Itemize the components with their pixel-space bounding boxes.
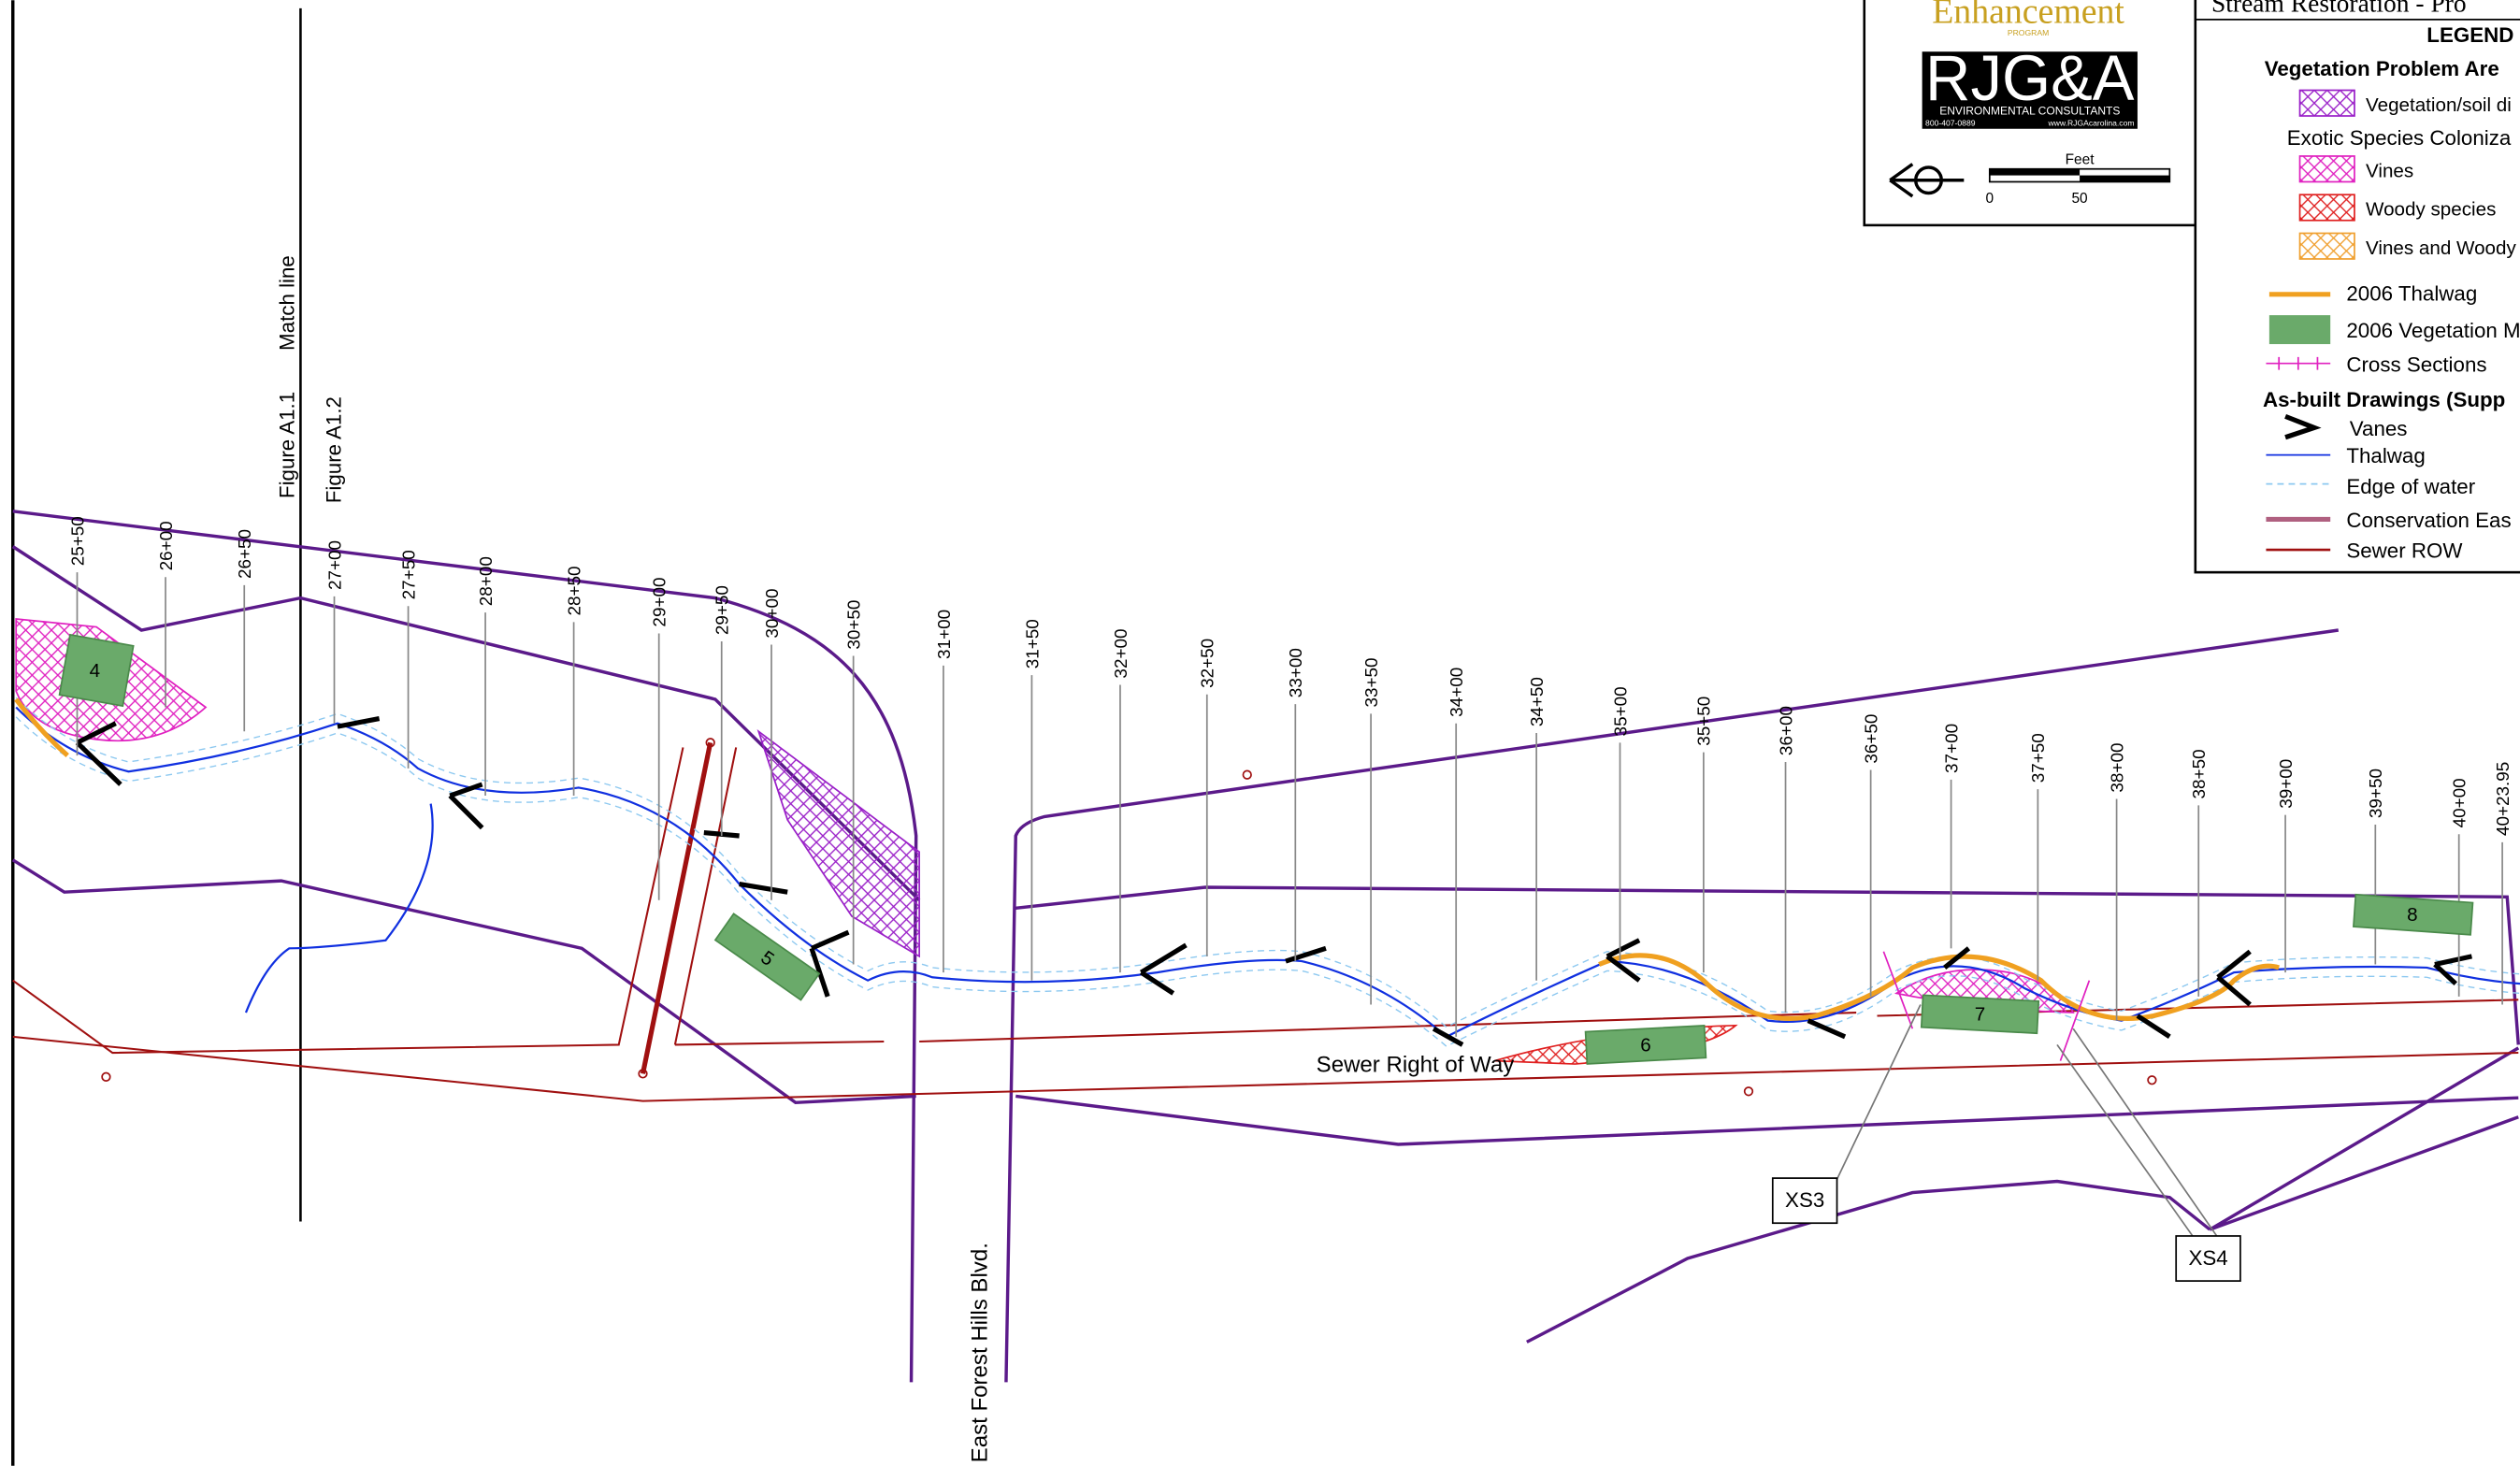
station-label: 34+50 (1528, 677, 1548, 726)
station-label: 27+00 (325, 540, 345, 590)
station-label: 30+50 (845, 600, 865, 650)
page-title: Stream Restoration - Pro (2211, 0, 2467, 17)
station-label: 39+00 (2277, 759, 2297, 809)
station-label: 27+50 (399, 550, 419, 599)
scale-unit: Feet (2066, 152, 2095, 168)
match-line-label: Match line (276, 255, 299, 351)
figure-label: Figure A1.2 (322, 396, 345, 503)
legend-item: 2006 Vegetation M (2346, 319, 2520, 342)
station-label: 34+00 (1447, 668, 1467, 717)
area-label: 7 (1975, 1004, 1985, 1026)
figure-label: Figure A1.1 (276, 392, 299, 498)
title-block: Enhancement PROGRAM RJG&A ENVIRONMENTAL … (1863, 0, 2197, 227)
stations: 25+50 26+00 26+50 27+00 27+50 28+00 28+50 29+00… (68, 516, 2513, 1037)
station-label: 28+50 (565, 566, 584, 615)
legend-item: Cross Sections (2346, 352, 2486, 376)
station-label: 29+50 (713, 585, 733, 635)
firm-web: www.RJGAcarolina.com (2047, 118, 2134, 127)
sewer-label: Sewer Right of Way (1317, 1053, 1515, 1078)
station-label: 37+50 (2029, 733, 2049, 783)
area-label: 8 (2407, 904, 2417, 926)
legend-item: Woody species (2366, 199, 2496, 221)
station-label: 32+00 (1112, 629, 1131, 679)
station-label: 32+50 (1199, 639, 1218, 688)
road-label: East Forest Hills Blvd. (967, 1243, 992, 1462)
legend-item: Vines (2366, 160, 2413, 181)
legend-title: LEGEND (2426, 23, 2513, 47)
legend-heading: Vegetation Problem Are (2265, 57, 2499, 80)
station-label: 35+00 (1611, 686, 1631, 736)
legend-item: Vegetation/soil di (2366, 94, 2512, 116)
station-label: 38+00 (2108, 743, 2127, 793)
station-label: 36+50 (1863, 714, 1882, 764)
station-label: 28+00 (477, 556, 497, 606)
legend-item: Conservation Eas (2346, 509, 2511, 532)
scale-label: 0 (1986, 191, 1994, 207)
firm-phone: 800-407-0889 (1925, 118, 1976, 127)
area-label: 6 (1640, 1034, 1650, 1056)
area-label: 4 (90, 660, 100, 682)
legend-item: Thalwag (2346, 444, 2425, 467)
station-label: 33+50 (1362, 657, 1382, 707)
legend-item: Edge of water (2346, 475, 2475, 498)
station-label: 26+50 (236, 529, 255, 579)
program-sub: PROGRAM (2008, 28, 2049, 37)
station-label: 36+00 (1777, 706, 1796, 755)
legend-item: 2006 Thalwag (2346, 282, 2477, 306)
legend-item: Sewer ROW (2346, 539, 2462, 563)
red-points (101, 738, 2157, 1097)
legend-item: Vines and Woody (2366, 237, 2516, 259)
station-label: 31+00 (935, 610, 955, 659)
xs-box (2175, 1235, 2241, 1282)
station-label: 39+50 (2367, 769, 2386, 818)
legend-heading: As-built Drawings (Supp (2263, 388, 2505, 411)
station-label: 30+00 (763, 589, 783, 639)
station-label: 40+23.95 (2494, 762, 2513, 836)
station-label: 25+50 (68, 516, 88, 566)
station-label: 29+00 (651, 578, 670, 627)
xs-label: XS4 (2188, 1246, 2227, 1270)
station-label: 40+00 (2451, 778, 2470, 827)
xs-box (1771, 1177, 1838, 1225)
station-label: 37+00 (1942, 724, 1962, 773)
xs-label: XS3 (1785, 1188, 1824, 1212)
station-label: 26+00 (157, 521, 177, 570)
station-label: 33+00 (1287, 648, 1306, 697)
vegetation-areas (58, 633, 2474, 1065)
station-label: 31+50 (1023, 619, 1043, 668)
legend: Stream Restoration - Pro LEGEND Vegetati… (2194, 0, 2520, 574)
legend-heading: Exotic Species Coloniza (2287, 126, 2512, 150)
station-label: 35+50 (1695, 697, 1715, 746)
firm-sub: ENVIRONMENTAL CONSULTANTS (1939, 104, 2120, 117)
program-name: Enhancement (1932, 0, 2124, 31)
firm-name: RJG&A (1925, 42, 2135, 114)
legend-item: Vanes (2350, 417, 2408, 440)
station-label: 38+50 (2190, 749, 2210, 798)
scale-label: 50 (2071, 191, 2087, 207)
